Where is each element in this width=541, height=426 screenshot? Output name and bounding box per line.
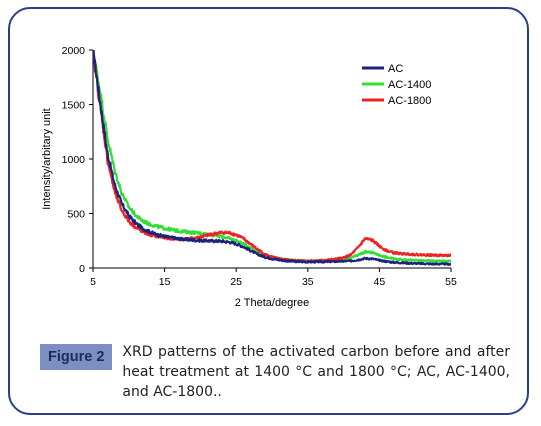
- y-axis-title: Intensity/arbitary unit: [41, 108, 53, 210]
- x-axis-title: 2 Theta/degree: [235, 297, 309, 309]
- legend-label-ac-1400: AC-1400: [388, 79, 431, 91]
- x-tick-label: 55: [445, 276, 457, 288]
- y-tick-label: 500: [67, 209, 85, 221]
- y-tick-label: 0: [79, 263, 85, 275]
- y-tick-label: 1000: [62, 154, 86, 166]
- x-tick-label: 15: [159, 276, 171, 288]
- y-tick-label: 2000: [62, 45, 86, 57]
- x-tick-label: 35: [302, 276, 314, 288]
- figure-caption: Figure 2 XRD patterns of the activated c…: [40, 342, 510, 402]
- legend-label-ac: AC: [388, 63, 403, 75]
- y-tick-label: 1500: [62, 100, 86, 112]
- x-tick-label: 25: [230, 276, 242, 288]
- xrd-chart: 0 500 1000 1500 2000 5 15 25 35 45 55 2 Theta/degre…: [0, 0, 541, 330]
- x-tick-label: 45: [374, 276, 386, 288]
- x-tick-label: 5: [90, 276, 96, 288]
- legend-label-ac-1800: AC-1800: [388, 95, 431, 107]
- figure-caption-text: XRD patterns of the activated carbon bef…: [122, 342, 510, 402]
- figure-label: Figure 2: [40, 344, 112, 370]
